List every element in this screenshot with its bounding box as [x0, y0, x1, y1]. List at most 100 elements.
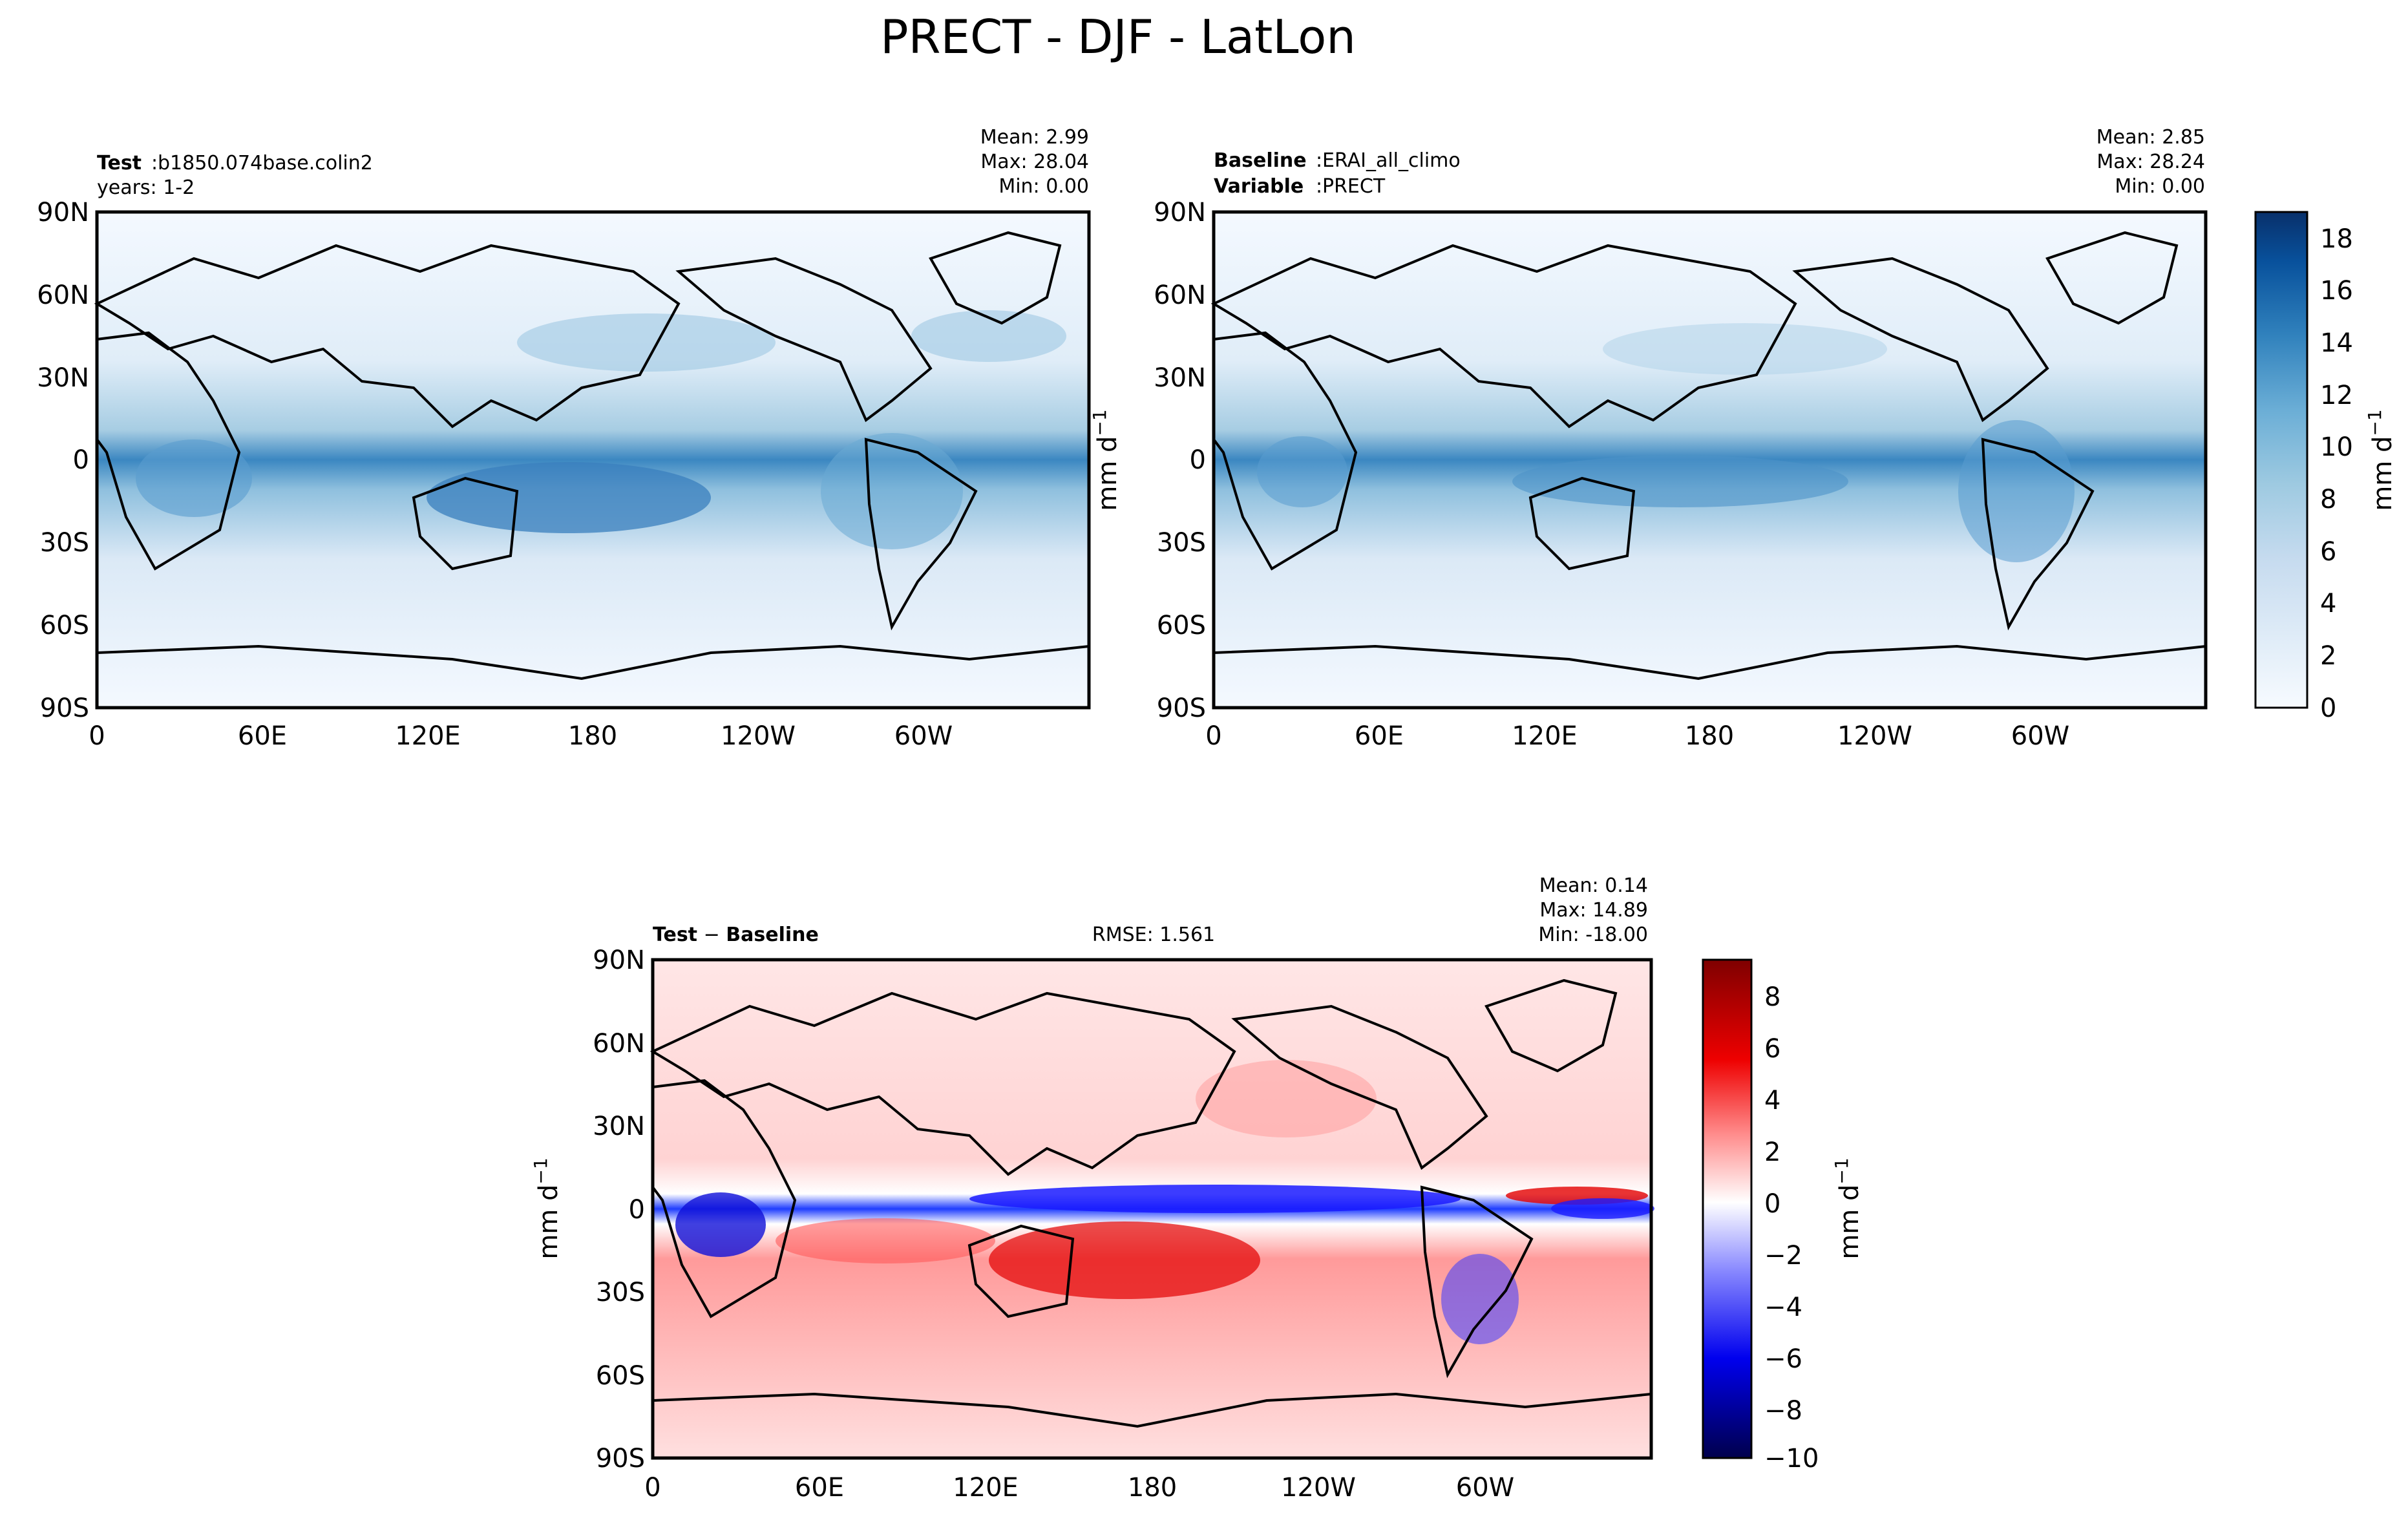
- test-lat-tick: 30S: [40, 528, 89, 558]
- diff-ylabel: mm d−1: [530, 1157, 564, 1259]
- colorbar-precip: 0 2 4 6 8 10 12 14 16 18 mm d−1: [2254, 211, 2398, 723]
- diff-spcz-positive: [989, 1221, 1260, 1299]
- diff-lon-tick: 0: [644, 1473, 660, 1503]
- baseline-lon-ticks: 0 60E 120E 180 120W 60W: [1205, 721, 2069, 751]
- test-lon-tick: 60W: [894, 721, 953, 751]
- diff-label: Test − Baseline: [653, 924, 819, 946]
- colorbar-diff-tick: −10: [1764, 1444, 1819, 1474]
- diff-rmse: RMSE: 1.561: [1092, 924, 1215, 946]
- baseline-lon-tick: 120E: [1512, 721, 1578, 751]
- test-label: Test: [97, 152, 142, 174]
- baseline-coastlines: [1210, 231, 2206, 681]
- diff-itcz-negative: [969, 1185, 1461, 1213]
- test-lon-tick: 180: [568, 721, 617, 751]
- diff-map: [650, 958, 1654, 1460]
- colorbar-tick: 10: [2320, 432, 2353, 462]
- diff-lat-tick: 30N: [593, 1112, 645, 1141]
- test-case-name: b1850.074base.colin2: [158, 152, 373, 174]
- test-lat-tick: 30N: [37, 363, 89, 393]
- colorbar-precip-bar: [2254, 211, 2308, 709]
- baseline-lat-tick: 90S: [1157, 693, 1206, 723]
- colorbar-diff-tick: 4: [1764, 1086, 1780, 1115]
- baseline-map-frame: [1212, 210, 2208, 710]
- test-lon-tick: 120E: [395, 721, 461, 751]
- colorbar-tick: 12: [2320, 381, 2353, 410]
- baseline-lat-tick: 30S: [1157, 528, 1206, 558]
- colorbar-precip-label: mm d−1: [2364, 409, 2398, 511]
- colorbar-tick: 18: [2320, 224, 2353, 254]
- test-map: [94, 210, 1091, 710]
- test-lat-tick: 60N: [37, 280, 89, 310]
- figure-title: PRECT - DJF - LatLon: [880, 10, 1356, 64]
- colorbar-precip-ticks: 0 2 4 6 8 10 12 14 16 18: [2320, 224, 2353, 723]
- diff-lat-tick: 90N: [593, 946, 645, 975]
- baseline-lat-tick: 90N: [1154, 198, 1206, 227]
- colorbar-diff-tick: 6: [1764, 1034, 1780, 1064]
- baseline-dataset: ERAI_all_climo: [1322, 149, 1461, 172]
- test-lon-ticks: 0 60E 120E 180 120W 60W: [89, 721, 953, 751]
- test-mean: Mean: 2.99: [980, 126, 1089, 149]
- test-lat-tick: 0: [73, 445, 89, 475]
- diff-lat-tick: 0: [629, 1195, 645, 1225]
- test-years: years: 1-2: [97, 176, 195, 199]
- diff-coastlines: [650, 978, 1652, 1428]
- colorbar-diff-tick: 2: [1764, 1137, 1780, 1167]
- colorbar-tick: 14: [2320, 328, 2353, 358]
- baseline-africa-rain: [1257, 436, 1347, 507]
- baseline-mean: Mean: 2.85: [2096, 126, 2205, 149]
- colorbar-tick: 0: [2320, 693, 2336, 723]
- test-colorbar-unit-label: mm d−1: [1089, 409, 1123, 511]
- colorbar-diff-tick: 0: [1764, 1189, 1780, 1219]
- baseline-lon-tick: 180: [1685, 721, 1734, 751]
- diff-south-america-negative: [1441, 1254, 1519, 1344]
- diff-lat-tick: 60N: [593, 1029, 645, 1059]
- diff-lat-ticks: 90N 60N 30N 0 30S 60S 90S: [593, 946, 645, 1474]
- colorbar-diff-tick: −4: [1764, 1293, 1802, 1322]
- panel-difference: Test − Baseline RMSE: 1.561 Mean: 0.14 M…: [530, 874, 1654, 1503]
- colorbar-diff: 8 6 4 2 0 −2 −4 −6 −8 −10 mm d−1: [1702, 958, 1864, 1474]
- test-spcz-maximum: [427, 462, 711, 533]
- panel-test: Test : b1850.074base.colin2 years: 1-2 M…: [37, 126, 1091, 751]
- diff-africa-negative: [675, 1192, 766, 1257]
- diff-map-frame: [651, 958, 1653, 1460]
- colorbar-diff-ticks: 8 6 4 2 0 −2 −4 −6 −8 −10: [1764, 982, 1819, 1474]
- diff-min: Min: -18.00: [1538, 924, 1648, 946]
- diff-north-pacific-positive: [1196, 1060, 1377, 1137]
- test-label-colon: :: [151, 152, 158, 174]
- colorbar-tick: 2: [2320, 641, 2336, 671]
- test-lon-tick: 60E: [238, 721, 287, 751]
- test-south-america-rain: [821, 433, 963, 549]
- baseline-lat-tick: 60N: [1154, 280, 1206, 310]
- test-map-frame: [95, 210, 1091, 710]
- baseline-north-pacific-stormtrack: [1603, 323, 1887, 375]
- baseline-label-colon: :: [1316, 149, 1322, 172]
- baseline-lat-ticks: 90N 60N 30N 0 30S 60S 90S: [1154, 198, 1206, 723]
- diff-lon-ticks: 0 60E 120E 180 120W 60W: [644, 1473, 1514, 1503]
- colorbar-tick: 4: [2320, 589, 2336, 618]
- test-lat-tick: 90S: [40, 693, 89, 723]
- test-lat-tick: 90N: [37, 198, 89, 227]
- diff-mean: Mean: 0.14: [1539, 874, 1648, 897]
- colorbar-tick: 8: [2320, 485, 2336, 514]
- test-lon-tick: 0: [89, 721, 105, 751]
- test-lat-tick: 60S: [40, 611, 89, 640]
- variable-label-colon: :: [1316, 175, 1322, 198]
- diff-max: Max: 14.89: [1539, 899, 1648, 922]
- test-coastlines: [94, 231, 1090, 681]
- test-lat-ticks: 90N 60N 30N 0 30S 60S 90S: [37, 198, 89, 723]
- test-north-pacific-stormtrack: [517, 313, 776, 372]
- diff-atlantic-negative: [1551, 1198, 1654, 1219]
- baseline-lon-tick: 120W: [1837, 721, 1912, 751]
- diff-indian-ocean-positive: [776, 1218, 995, 1263]
- baseline-lon-tick: 60E: [1355, 721, 1404, 751]
- colorbar-diff-tick: −2: [1764, 1241, 1802, 1271]
- colorbar-diff-label: mm d−1: [1831, 1157, 1864, 1259]
- diff-lon-tick: 120E: [953, 1473, 1019, 1503]
- baseline-lon-tick: 0: [1205, 721, 1221, 751]
- diff-lon-tick: 180: [1128, 1473, 1177, 1503]
- colorbar-tick: 16: [2320, 276, 2353, 306]
- colorbar-diff-tick: 8: [1764, 982, 1780, 1012]
- diff-lat-tick: 60S: [596, 1361, 645, 1391]
- diff-lat-tick: 30S: [596, 1278, 645, 1307]
